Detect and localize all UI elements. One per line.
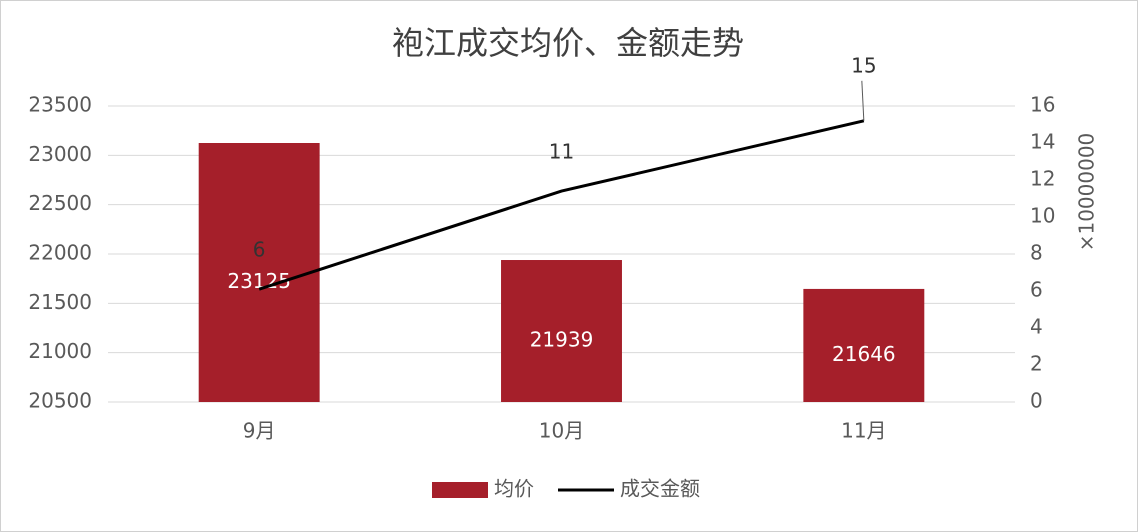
y2-tick-label: 0 <box>1030 389 1043 413</box>
bar <box>501 260 622 402</box>
y-tick-label: 23500 <box>28 93 92 117</box>
y-tick-label: 21000 <box>28 339 92 363</box>
y2-tick-label: 14 <box>1030 130 1055 154</box>
line <box>258 119 865 291</box>
x-tick-label: 10月 <box>539 419 584 443</box>
y2-tick-label: 6 <box>1030 278 1043 302</box>
line-value-label: 11 <box>549 140 574 164</box>
y2-tick-label: 2 <box>1030 352 1043 376</box>
y2-tick-label: 4 <box>1030 315 1043 339</box>
line-value-label: 15 <box>851 53 876 77</box>
legend-swatch <box>432 482 488 498</box>
legend-label: 成交金额 <box>620 477 700 501</box>
y-tick-label: 21500 <box>28 290 92 314</box>
y2-axis-label: ×10000000 <box>1075 133 1099 252</box>
y2-tick-label: 12 <box>1030 167 1055 191</box>
y-tick-label: 23000 <box>28 142 92 166</box>
x-tick-label: 9月 <box>243 419 276 443</box>
y2-tick-label: 8 <box>1030 241 1043 265</box>
x-tick-label: 11月 <box>841 419 886 443</box>
y-tick-label: 22500 <box>28 191 92 215</box>
bar-value-label: 21646 <box>832 342 896 366</box>
legend-label: 均价 <box>494 477 534 501</box>
chart-title: 袍江成交均价、金额走势 <box>392 24 744 62</box>
y-tick-label: 20500 <box>28 389 92 413</box>
y2-tick-label: 10 <box>1030 204 1055 228</box>
y2-tick-label: 16 <box>1030 93 1055 117</box>
y-tick-label: 22000 <box>28 241 92 265</box>
leader-line <box>861 80 865 121</box>
bar <box>198 143 320 402</box>
line-value-label: 6 <box>253 238 266 262</box>
bar-value-label: 21939 <box>530 328 594 352</box>
bar <box>803 288 925 402</box>
